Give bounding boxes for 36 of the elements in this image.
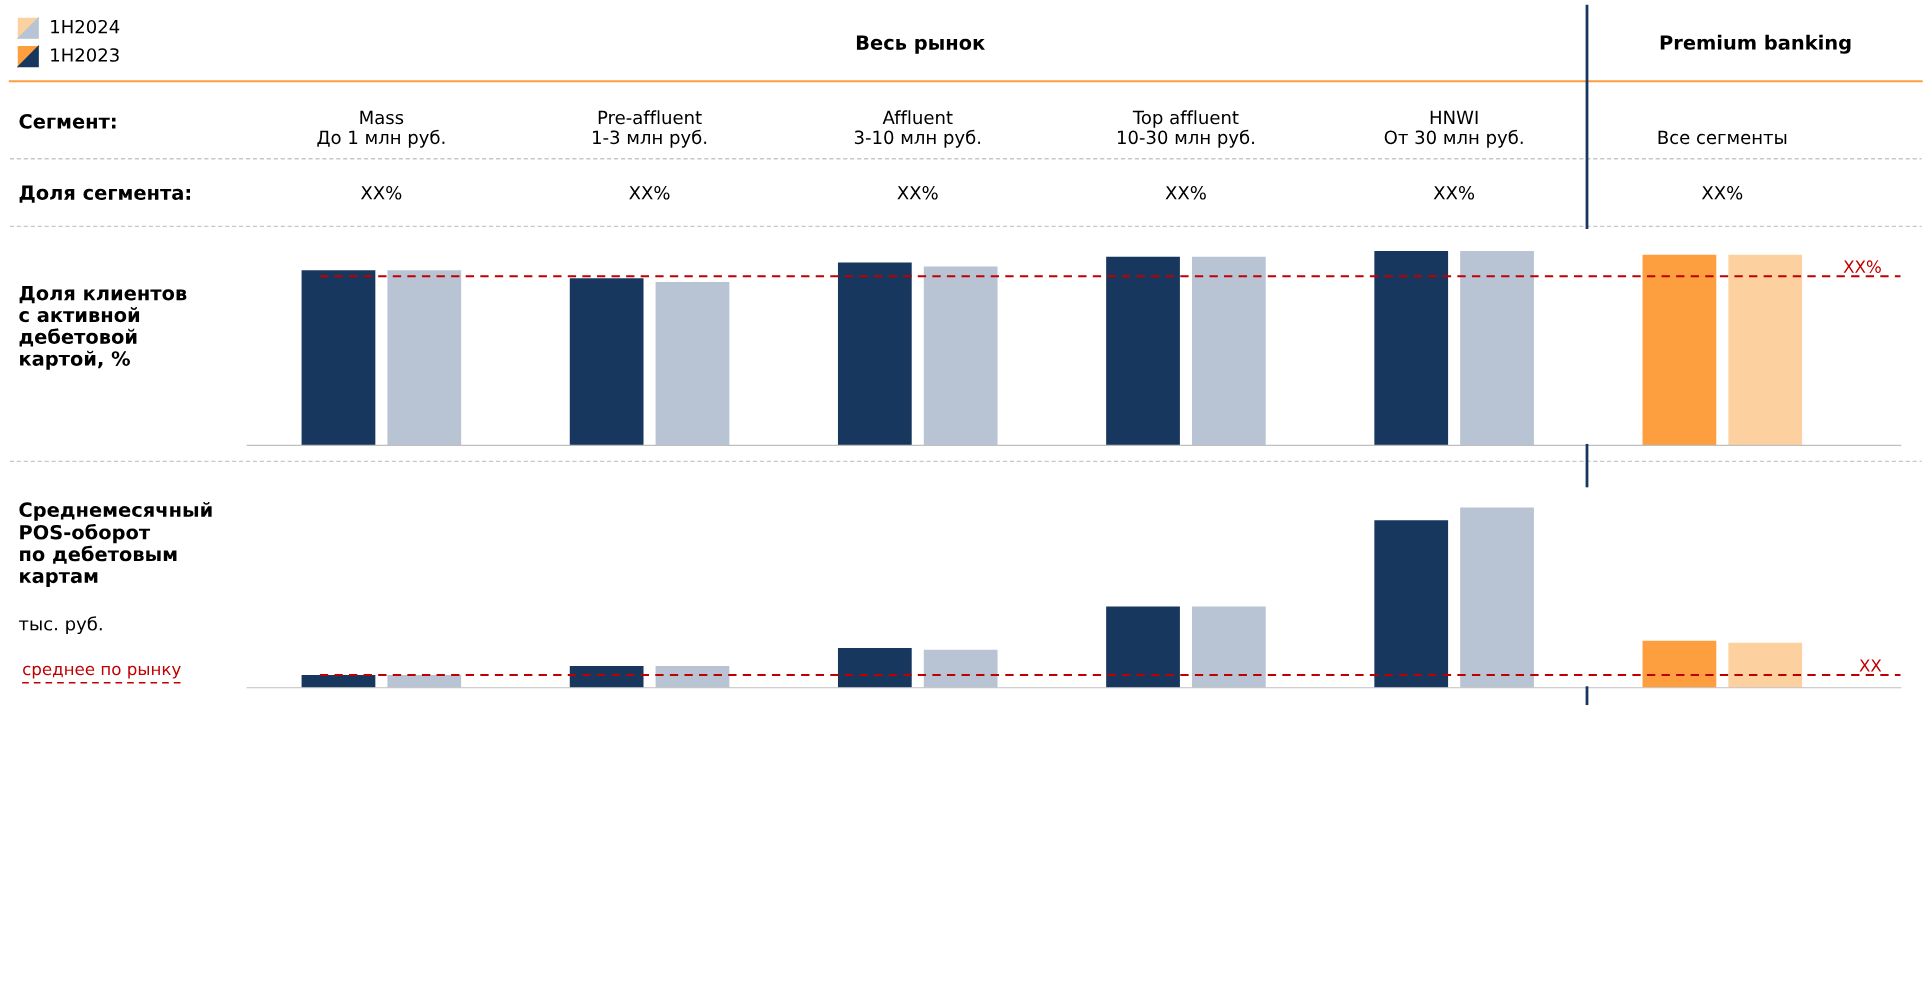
text: Premium banking (1660, 34, 1851, 54)
x-tick-label: Pre-affluent 1-3 млн руб. (593, 110, 707, 148)
bar (837, 648, 912, 688)
bar (1374, 520, 1449, 688)
text: Доля сегмента: (19, 185, 191, 203)
bar (1642, 640, 1717, 688)
x-tick-label: Mass До 1 млн руб. (317, 110, 445, 148)
text: XX% (360, 185, 402, 200)
x-tick-label: Affluent 3-10 млн руб. (854, 110, 981, 148)
bar (655, 666, 730, 688)
text: Доля клиентов с активной дебетовой картой, % (19, 286, 187, 370)
text: XX% (629, 185, 670, 200)
legend-label: 1H2023 (51, 48, 119, 62)
x-tick-label: Top affluent 10-30 млн руб. (1117, 110, 1254, 148)
legend-label: 1H2024 (51, 19, 120, 34)
text: XX% (1701, 185, 1743, 200)
bar (387, 675, 462, 688)
text: Сегмент: (19, 113, 116, 129)
bar (1728, 642, 1803, 688)
text: XX% (897, 185, 938, 200)
text: Среднемесячный POS-оборот по дебетовым картам (19, 501, 212, 587)
ref-line-label: XX% (1843, 260, 1881, 273)
y-axis-title: тыс. руб. (18, 616, 102, 635)
text: XX% (1165, 185, 1206, 200)
ref-line-label: XX (1859, 659, 1882, 672)
text: среднее по рынку (23, 665, 181, 679)
bar (1191, 606, 1266, 688)
text: XX% (1433, 185, 1475, 200)
bar (923, 649, 998, 688)
text: Весь рынок (856, 35, 985, 54)
bar (1106, 606, 1180, 688)
bar (301, 675, 376, 688)
bar (1460, 507, 1534, 688)
x-tick-label: HNWI От 30 млн руб. (1384, 110, 1523, 148)
bar (569, 666, 644, 688)
x-tick-label: Все сегменты (1658, 130, 1787, 145)
